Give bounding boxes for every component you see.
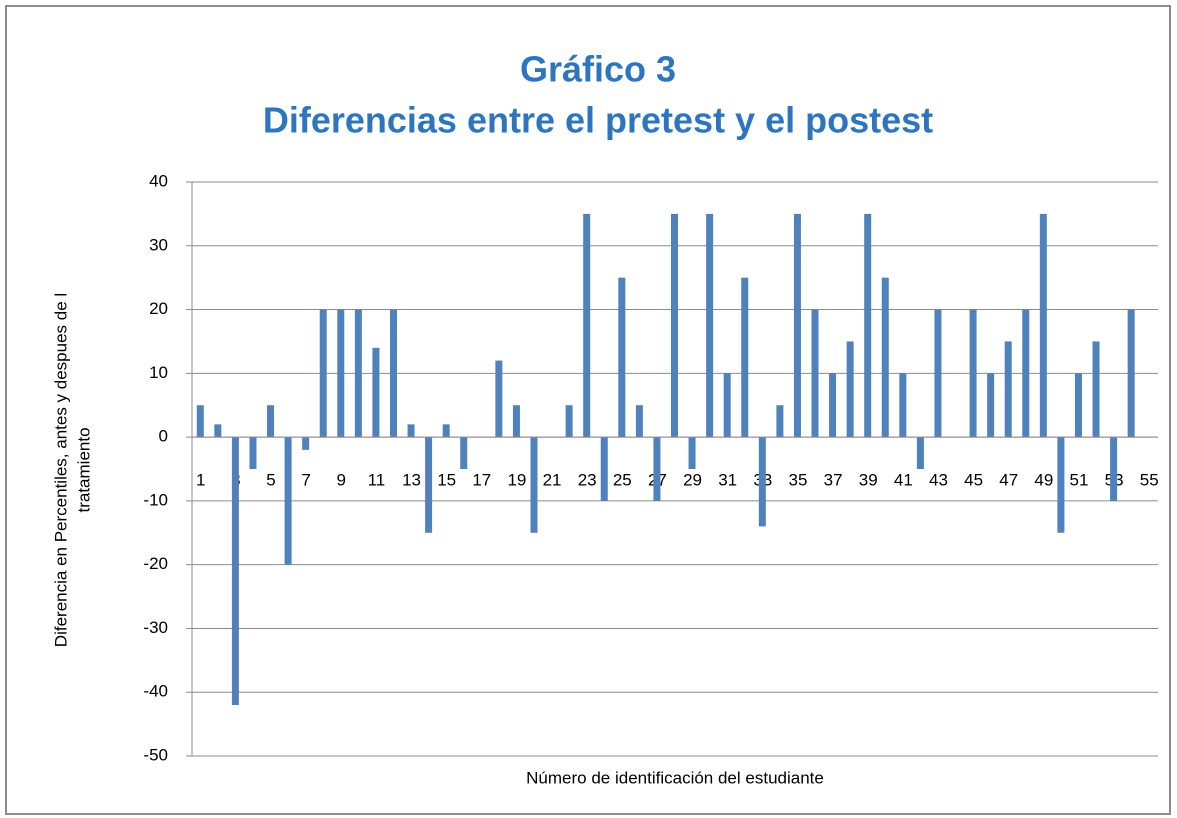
y-axis-label: tratamiento	[74, 427, 93, 512]
x-tick-label: 17	[472, 471, 491, 490]
bar	[741, 277, 749, 438]
x-tick-label: 19	[507, 471, 526, 490]
bar	[653, 437, 661, 501]
bar	[512, 405, 520, 438]
x-tick-label: 39	[859, 471, 878, 490]
x-tick-label: 11	[368, 471, 386, 490]
y-tick-label: 30	[149, 235, 168, 254]
bar	[706, 213, 714, 438]
bar	[337, 309, 345, 438]
x-tick-label: 55	[1140, 471, 1159, 490]
bar	[565, 405, 573, 438]
bar	[1092, 341, 1100, 438]
bar	[214, 424, 222, 438]
bar	[442, 424, 450, 438]
bar	[407, 424, 415, 438]
y-tick-label: 40	[149, 171, 168, 190]
chart-title: Diferencias entre el pretest y el postes…	[263, 100, 933, 141]
bar	[864, 213, 872, 438]
bar	[583, 213, 591, 438]
bar	[1057, 437, 1065, 533]
bar	[899, 373, 907, 438]
x-tick-label: 7	[301, 471, 310, 490]
bar	[319, 309, 327, 438]
bar	[1074, 373, 1082, 438]
bar	[1039, 213, 1047, 438]
y-tick-label: -20	[143, 554, 168, 573]
y-tick-label: -40	[143, 682, 168, 701]
y-tick-label: -50	[143, 745, 168, 764]
bar	[302, 437, 310, 450]
y-tick-label: 0	[159, 427, 168, 446]
bar	[916, 437, 924, 469]
x-tick-label: 43	[929, 471, 948, 490]
y-tick-label: -30	[143, 618, 168, 637]
bar	[758, 437, 766, 527]
bar	[671, 213, 678, 438]
bar	[267, 405, 275, 438]
x-tick-label: 49	[1034, 471, 1053, 490]
bar	[688, 437, 696, 469]
bar	[829, 373, 837, 438]
bar	[530, 437, 538, 533]
bar	[249, 437, 257, 469]
bar	[969, 309, 977, 438]
chart-title: Gráfico 3	[520, 49, 676, 90]
bar	[425, 437, 433, 533]
bar	[635, 405, 643, 438]
bar	[600, 437, 608, 501]
y-axis-label: Diferencia en Percentiles, antes y despu…	[51, 293, 70, 647]
bar	[723, 373, 731, 438]
bar	[1004, 341, 1012, 438]
bar	[284, 437, 292, 565]
y-tick-label: 20	[149, 299, 168, 318]
bar	[618, 277, 626, 438]
x-tick-label: 31	[718, 471, 737, 490]
x-tick-label: 25	[613, 471, 632, 490]
x-tick-label: 35	[788, 471, 807, 490]
bar	[196, 405, 204, 438]
bar	[1127, 309, 1135, 438]
x-tick-label: 29	[683, 471, 702, 490]
x-tick-label: 1	[196, 471, 205, 490]
x-tick-label: 23	[578, 471, 597, 490]
bar	[1022, 309, 1030, 438]
bar	[1110, 437, 1118, 501]
y-tick-label: -10	[143, 490, 168, 509]
bar	[231, 437, 239, 705]
bar	[389, 309, 397, 438]
bar	[793, 213, 801, 438]
bar	[987, 373, 995, 438]
x-tick-label: 5	[266, 471, 275, 490]
bar	[495, 360, 503, 438]
x-tick-label: 47	[999, 471, 1018, 490]
bar	[776, 405, 784, 438]
bar	[881, 277, 889, 438]
y-tick-label: 10	[149, 363, 168, 382]
x-tick-label: 45	[964, 471, 983, 490]
x-tick-label: 13	[402, 471, 421, 490]
x-tick-label: 41	[894, 471, 913, 490]
x-tick-label: 37	[824, 471, 843, 490]
bar	[372, 347, 380, 438]
bar	[811, 309, 819, 438]
x-tick-label: 21	[543, 471, 562, 490]
bar	[846, 341, 854, 438]
x-tick-label: 51	[1070, 471, 1089, 490]
bar	[934, 309, 942, 438]
x-axis-label: Número de identificación del estudiante	[526, 768, 824, 787]
bar	[354, 309, 362, 438]
x-tick-label: 15	[437, 471, 456, 490]
x-tick-label: 9	[337, 471, 346, 490]
bar	[460, 437, 468, 469]
